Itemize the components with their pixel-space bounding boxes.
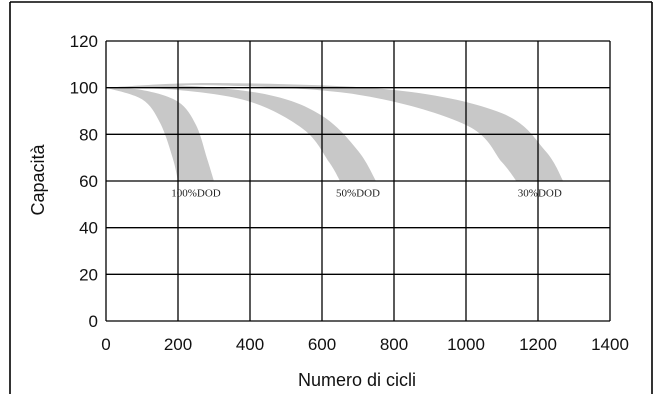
x-axis-title: Numero di cicli	[298, 370, 416, 390]
dod-band-label-1: 100%DOD	[171, 188, 221, 200]
bands-layer	[106, 82, 564, 181]
dod-band-label-2: 50%DOD	[336, 188, 380, 200]
dod-band-2	[106, 85, 376, 181]
x-tick-label-3: 600	[308, 335, 336, 354]
y-tick-label-1: 20	[79, 265, 98, 284]
x-tick-label-5: 1000	[447, 335, 485, 354]
grid-layer	[105, 40, 611, 322]
x-tick-label-1: 200	[164, 335, 192, 354]
y-tick-label-2: 40	[79, 219, 98, 238]
dod-band-1	[106, 87, 214, 181]
x-tick-label-4: 800	[380, 335, 408, 354]
dod-band-label-3: 30%DOD	[518, 188, 562, 200]
x-tick-labels: 0 200 400 600 800 1000 1200 1400	[101, 335, 629, 354]
x-tick-label-2: 400	[236, 335, 264, 354]
y-tick-label-4: 80	[79, 125, 98, 144]
y-axis-title: Capacità	[28, 143, 48, 215]
y-tick-label-0: 0	[89, 312, 98, 331]
y-tick-label-6: 120	[70, 32, 98, 51]
y-tick-label-5: 100	[70, 79, 98, 98]
band-labels-layer: 100%DOD 50%DOD 30%DOD	[171, 188, 562, 200]
x-tick-label-7: 1400	[591, 335, 629, 354]
y-tick-labels: 0 20 40 60 80 100 120	[70, 32, 98, 331]
x-tick-label-6: 1200	[519, 335, 557, 354]
y-tick-label-3: 60	[79, 172, 98, 191]
dod-band-3	[106, 82, 564, 181]
x-tick-label-0: 0	[101, 335, 110, 354]
